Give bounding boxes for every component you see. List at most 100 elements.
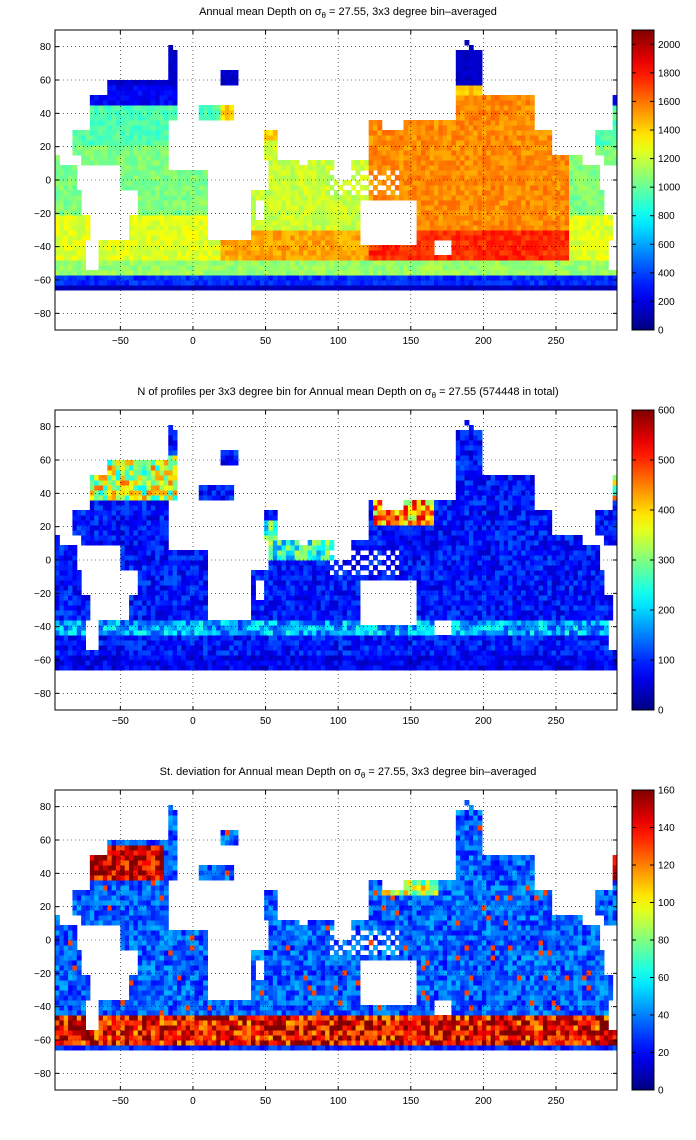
heatmap-cell: [390, 245, 396, 251]
heatmap-cell: [416, 655, 422, 661]
heatmap-cell: [159, 105, 165, 111]
heatmap-cell: [564, 170, 570, 176]
heatmap-cell: [329, 195, 335, 201]
heatmap-cell: [573, 655, 579, 661]
heatmap-cell: [259, 280, 265, 286]
heatmap-cell: [595, 285, 601, 291]
heatmap-cell: [185, 625, 191, 631]
heatmap-cell: [386, 255, 391, 261]
heatmap-cell: [434, 640, 439, 646]
heatmap-cell: [251, 275, 256, 281]
heatmap-cell: [564, 190, 570, 196]
heatmap-cell: [172, 620, 178, 626]
heatmap-cell: [111, 650, 117, 656]
heatmap-cell: [516, 650, 522, 656]
heatmap-cell: [159, 210, 165, 216]
heatmap-cell: [190, 275, 195, 281]
heatmap-cell: [564, 195, 570, 201]
heatmap-cell: [368, 250, 374, 256]
heatmap-cell: [272, 255, 278, 261]
heatmap-cell: [608, 650, 614, 656]
heatmap-cell: [455, 635, 461, 641]
heatmap-cell: [455, 175, 461, 181]
heatmap-cell: [159, 275, 165, 281]
heatmap-cell: [573, 660, 579, 666]
heatmap-cell: [146, 640, 152, 646]
heatmap-cell: [168, 200, 174, 206]
heatmap-cell: [551, 250, 557, 256]
heatmap-cell: [346, 665, 352, 671]
heatmap-cell: [569, 665, 574, 671]
heatmap-cell: [547, 650, 553, 656]
heatmap-cell: [599, 130, 605, 136]
heatmap-cell: [351, 185, 357, 191]
heatmap-cell: [486, 145, 492, 151]
heatmap-cell: [590, 630, 596, 636]
heatmap-cell: [159, 230, 165, 236]
heatmap-cell: [163, 275, 169, 281]
heatmap-cell: [251, 200, 256, 206]
heatmap-cell: [399, 165, 405, 171]
heatmap-cell: [399, 270, 405, 276]
heatmap-cell: [534, 155, 540, 161]
heatmap-cell: [203, 220, 208, 226]
heatmap-cell: [355, 245, 361, 251]
heatmap-cell: [55, 180, 60, 186]
heatmap-cell: [590, 195, 596, 201]
heatmap-cell: [155, 225, 161, 231]
heatmap-cell: [155, 170, 161, 176]
heatmap-cell: [381, 275, 387, 281]
heatmap-cell: [512, 155, 518, 161]
heatmap-cell: [521, 270, 527, 276]
heatmap-cell: [325, 655, 330, 661]
heatmap-cell: [303, 660, 309, 666]
heatmap-cell: [81, 155, 86, 161]
heatmap-cell: [155, 280, 161, 286]
heatmap-cell: [512, 620, 518, 626]
heatmap-cell: [394, 630, 400, 636]
heatmap-cell: [272, 660, 278, 666]
heatmap-cell: [512, 240, 518, 246]
heatmap-cell: [120, 145, 126, 151]
heatmap-cell: [542, 165, 548, 171]
heatmap-cell: [63, 170, 69, 176]
heatmap-cell: [142, 175, 147, 181]
heatmap-cell: [429, 120, 435, 126]
heatmap-cell: [521, 245, 527, 251]
heatmap-cell: [272, 150, 278, 156]
heatmap-cell: [508, 110, 513, 116]
heatmap-cell: [176, 205, 182, 211]
heatmap-cell: [129, 275, 134, 281]
heatmap-cell: [399, 160, 405, 166]
heatmap-cell: [521, 130, 527, 136]
heatmap-cell: [434, 275, 439, 281]
heatmap-cell: [390, 630, 396, 636]
heatmap-cell: [455, 260, 461, 266]
heatmap-cell: [490, 100, 496, 106]
heatmap-cell: [460, 175, 466, 181]
heatmap-cell: [94, 105, 100, 111]
heatmap-cell: [407, 260, 413, 266]
heatmap-cell: [442, 190, 448, 196]
heatmap-cell: [285, 650, 291, 656]
heatmap-cell: [486, 625, 492, 631]
heatmap-cell: [473, 185, 479, 191]
heatmap-cell: [612, 135, 618, 141]
heatmap-cell: [76, 250, 82, 256]
heatmap-cell: [468, 225, 474, 231]
heatmap-cell: [329, 660, 335, 666]
heatmap-cell: [137, 665, 143, 671]
heatmap-cell: [185, 260, 191, 266]
heatmap-cell: [603, 135, 609, 141]
heatmap-cell: [320, 210, 326, 216]
heatmap-cell: [499, 270, 505, 276]
heatmap-cell: [490, 245, 496, 251]
heatmap-cell: [285, 265, 291, 271]
heatmap-cell: [342, 655, 348, 661]
heatmap-cell: [403, 245, 409, 251]
heatmap-cell: [150, 165, 156, 171]
heatmap-cell: [512, 205, 518, 211]
heatmap-cell: [455, 80, 461, 86]
heatmap-cell: [168, 665, 174, 671]
heatmap-cell: [390, 170, 396, 176]
